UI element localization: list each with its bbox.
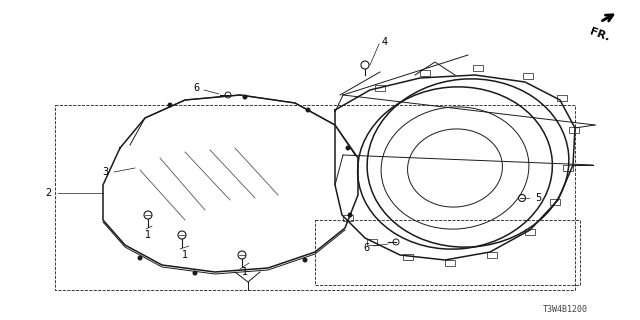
Circle shape: [305, 108, 310, 113]
Text: 3: 3: [102, 167, 108, 177]
Bar: [403, 254, 413, 260]
Bar: [55, 105, 575, 290]
Bar: [315, 220, 580, 285]
Bar: [523, 73, 533, 79]
Circle shape: [243, 94, 248, 100]
Bar: [343, 215, 353, 221]
Circle shape: [348, 212, 353, 218]
Text: 6: 6: [364, 243, 370, 253]
Text: 6: 6: [194, 83, 200, 93]
Bar: [550, 199, 560, 205]
Circle shape: [346, 146, 351, 150]
Text: 1: 1: [145, 230, 151, 240]
Bar: [525, 229, 535, 235]
Bar: [557, 95, 567, 101]
Bar: [563, 165, 573, 171]
Circle shape: [303, 258, 307, 262]
Text: 1: 1: [242, 267, 248, 277]
Text: T3W4B1200: T3W4B1200: [543, 305, 588, 314]
Text: FR.: FR.: [588, 26, 611, 43]
Bar: [569, 127, 579, 133]
Bar: [487, 252, 497, 258]
Bar: [473, 65, 483, 71]
Circle shape: [193, 270, 198, 276]
Circle shape: [138, 255, 143, 260]
Bar: [367, 239, 377, 245]
Text: 4: 4: [382, 37, 388, 47]
Circle shape: [168, 102, 173, 108]
Bar: [445, 260, 455, 266]
Text: 1: 1: [182, 250, 188, 260]
Text: 2: 2: [45, 188, 52, 198]
Bar: [375, 85, 385, 91]
Text: 5: 5: [535, 193, 541, 203]
Bar: [420, 70, 430, 76]
